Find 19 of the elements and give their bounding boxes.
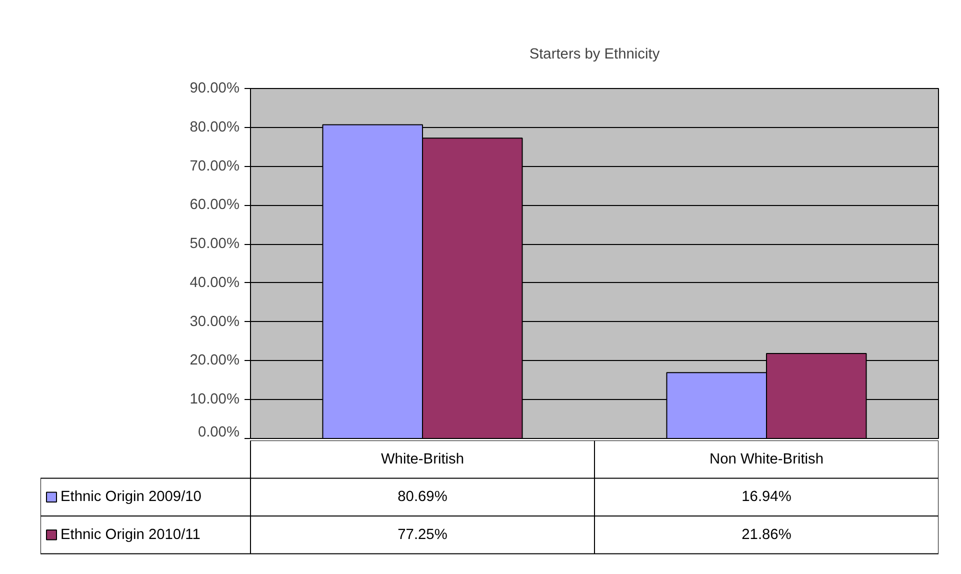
legend-label: Ethnic Origin 2010/11	[60, 526, 200, 543]
chart-title: Starters by Ethnicity	[529, 46, 660, 62]
y-tick-label: 30.00%	[190, 314, 240, 330]
y-tick-label: 10.00%	[190, 392, 240, 408]
y-tick-label: 20.00%	[190, 352, 240, 369]
x-tick-label: Non White-British	[709, 451, 824, 468]
data-label: 16.94%	[742, 489, 792, 506]
data-label: 77.25%	[398, 526, 448, 543]
y-tick-label: 40.00%	[190, 274, 240, 291]
y-tick-label: 60.00%	[190, 197, 240, 214]
y-tick-label: 70.00%	[190, 158, 240, 174]
y-tick-label: 80.00%	[190, 119, 240, 136]
x-tick-label: White-British	[380, 451, 464, 468]
data-label: 80.69%	[398, 489, 448, 506]
legend-label: Ethnic Origin 2009/10	[60, 489, 202, 506]
y-tick-label: 90.00%	[190, 80, 240, 96]
y-tick-label: 50.00%	[190, 236, 240, 252]
y-tick-label: 0.00%	[198, 424, 240, 440]
data-label: 21.86%	[742, 526, 792, 543]
